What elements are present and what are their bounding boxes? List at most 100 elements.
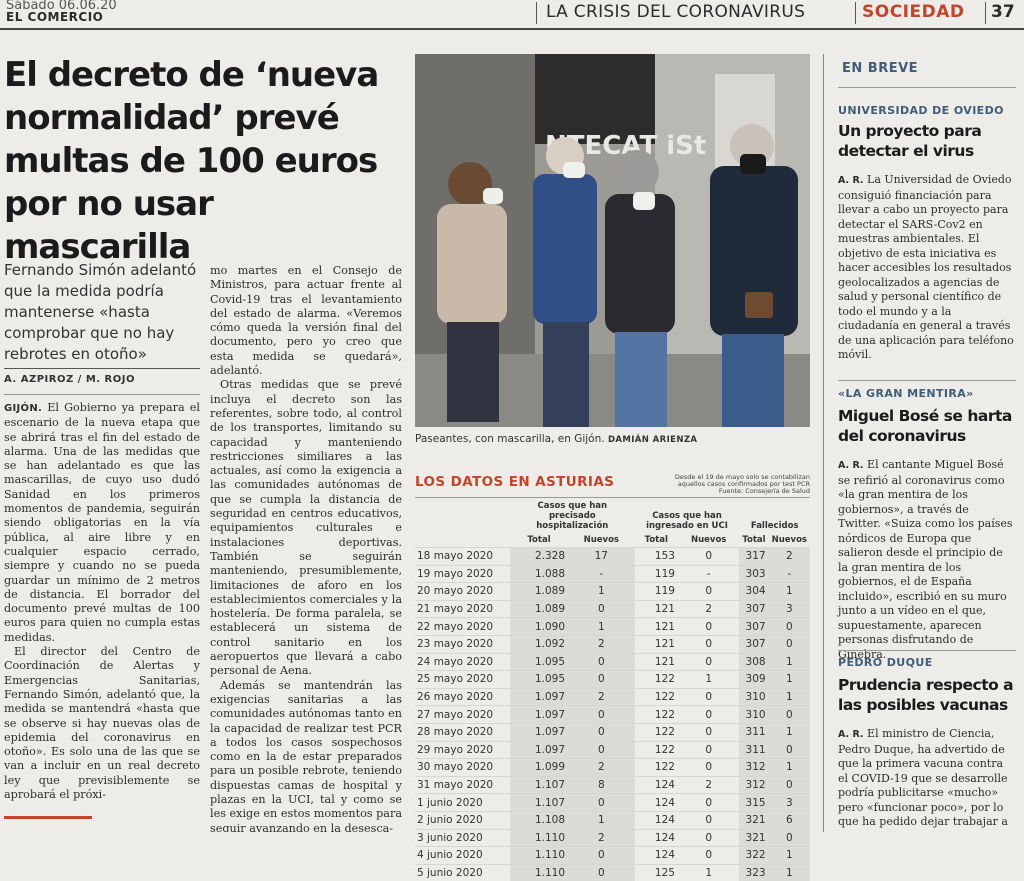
table-cell: 0 [769, 618, 810, 636]
table-cell: 1 [769, 688, 810, 706]
table-cell: 1.097 [510, 688, 568, 706]
table-cell: 310 [739, 688, 768, 706]
table-cell: 122 [635, 741, 678, 759]
dateline-city: GIJÓN. [4, 403, 42, 414]
caption-text: Paseantes, con mascarilla, en Gijón. [415, 433, 605, 445]
table-cell: 1 [568, 618, 635, 636]
table-cell: 310 [739, 706, 768, 724]
table-cell: 0 [678, 635, 739, 653]
table-cell: 0 [678, 548, 739, 566]
table-cell-date: 2 junio 2020 [415, 811, 510, 829]
table-cell: 0 [678, 618, 739, 636]
photo-credit: DAMIÁN ARIENZA [608, 435, 697, 445]
table-cell: 122 [635, 706, 678, 724]
brief-kicker: PEDRO DUQUE [838, 656, 1014, 669]
table-cell: 121 [635, 653, 678, 671]
table-cell: 315 [739, 794, 768, 812]
brief-text: El ministro de Ciencia, Pedro Duque, ha … [838, 727, 1008, 828]
table-cell: 1.092 [510, 635, 568, 653]
table-cell: - [769, 565, 810, 583]
table-cell: 1.088 [510, 565, 568, 583]
table-cell: 1.110 [510, 864, 568, 881]
article-paragraph: mo martes en el Consejo de Ministros, pa… [210, 264, 402, 378]
table-cell-date: 28 mayo 2020 [415, 723, 510, 741]
table-cell: 124 [635, 794, 678, 812]
table-cell: 1 [568, 811, 635, 829]
brief-body: A. R. La Universidad de Oviedo consiguió… [838, 173, 1014, 363]
accent-rule [4, 816, 92, 819]
asturias-data-table: Casos que han precisado hospitalización … [415, 501, 810, 881]
table-cell: 0 [568, 864, 635, 881]
table-cell: 1 [678, 864, 739, 881]
table-cell: 1 [769, 759, 810, 777]
table-cell-date: 4 junio 2020 [415, 847, 510, 865]
table-cell: 0 [769, 741, 810, 759]
byline-rule [4, 394, 200, 395]
table-cell: 17 [568, 548, 635, 566]
brief-kicker: «LA GRAN MENTIRA» [838, 387, 1014, 400]
table-cell: - [568, 565, 635, 583]
table-cell-date: 20 mayo 2020 [415, 583, 510, 601]
table-cell: 1 [769, 583, 810, 601]
table-cell-date: 5 junio 2020 [415, 864, 510, 881]
header-divider [855, 2, 856, 24]
sidebar-rule [838, 650, 1016, 651]
table-cell: 6 [769, 811, 810, 829]
table-cell: 2 [568, 688, 635, 706]
brief-initials: A. R. [838, 729, 864, 740]
table-cell: 3 [769, 600, 810, 618]
table-cell-date: 23 mayo 2020 [415, 635, 510, 653]
table-cell: 153 [635, 548, 678, 566]
table-cell-date: 25 mayo 2020 [415, 671, 510, 689]
table-cell: 3 [769, 794, 810, 812]
table-cell: 0 [678, 794, 739, 812]
table-cell-date: 1 junio 2020 [415, 794, 510, 812]
table-cell: 323 [739, 864, 768, 881]
table-cell: 307 [739, 635, 768, 653]
table-cell: 0 [678, 688, 739, 706]
table-cell-date: 31 mayo 2020 [415, 776, 510, 794]
table-cell: 0 [568, 600, 635, 618]
table-cell: 1.097 [510, 741, 568, 759]
table-cell: 308 [739, 653, 768, 671]
brief-item: PEDRO DUQUE Prudencia respecto a las pos… [838, 656, 1014, 832]
sidebar-label: EN BREVE [842, 61, 918, 76]
brief-initials: A. R. [838, 175, 864, 186]
category-label: SOCIEDAD [862, 2, 965, 22]
table-cell: 1.095 [510, 671, 568, 689]
sidebar-divider [823, 54, 824, 832]
table-cell: 1.090 [510, 618, 568, 636]
table-cell: 124 [635, 811, 678, 829]
table-cell: 307 [739, 600, 768, 618]
brief-body: A. R. El ministro de Ciencia, Pedro Duqu… [838, 727, 1014, 830]
article-paragraph: Otras medidas que se prevé incluya el de… [210, 378, 402, 678]
table-cell: 121 [635, 635, 678, 653]
table-cell-date: 26 mayo 2020 [415, 688, 510, 706]
table-subheader: Total [635, 533, 678, 548]
table-cell: 124 [635, 776, 678, 794]
table-cell: 0 [769, 776, 810, 794]
table-cell: 1 [769, 653, 810, 671]
table-cell: 303 [739, 565, 768, 583]
table-note: Desde el 19 de mayo solo se contabilizan… [655, 474, 810, 495]
brief-headline: Prudencia respecto a las posibles vacuna… [838, 675, 1014, 715]
table-cell: 0 [678, 759, 739, 777]
table-cell: 0 [769, 706, 810, 724]
header-divider [985, 2, 986, 24]
brief-item: «LA GRAN MENTIRA» Miguel Bosé se harta d… [838, 387, 1014, 662]
table-cell-date: 24 mayo 2020 [415, 653, 510, 671]
sidebar-rule [838, 87, 1016, 88]
byline: A. AZPIROZ / M. ROJO [4, 374, 135, 385]
table-cell: 119 [635, 583, 678, 601]
table-cell: 304 [739, 583, 768, 601]
table-cell: 2 [568, 759, 635, 777]
